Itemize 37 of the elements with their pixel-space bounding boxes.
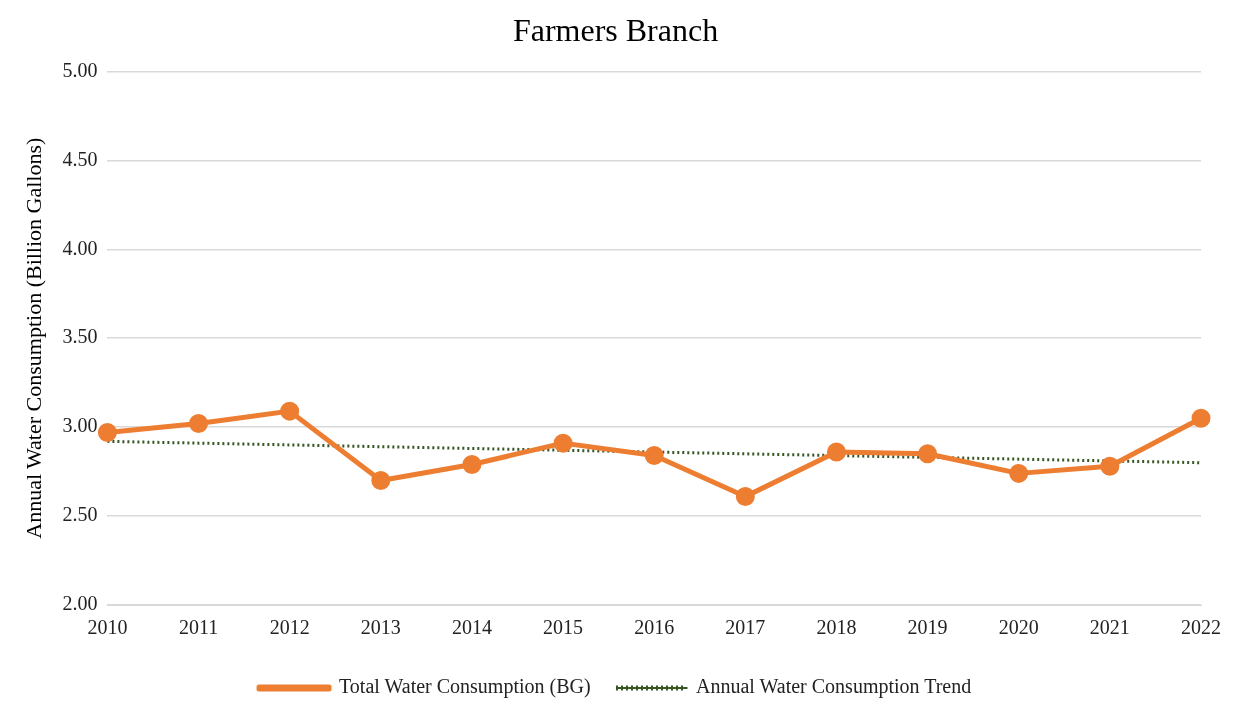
x-tick-label: 2019: [907, 616, 948, 639]
point: [97, 422, 117, 442]
point: [189, 414, 209, 434]
x-tick-label: 2021: [1089, 616, 1130, 639]
x-tick-label: 2013: [360, 616, 401, 639]
x-tick-label: 2020: [998, 616, 1039, 639]
point: [644, 446, 664, 466]
chart-title: Farmers Branch: [512, 11, 719, 48]
x-tick-label: 2016: [634, 616, 675, 639]
point: [553, 433, 573, 453]
y-tick-label: 5.00: [62, 58, 98, 81]
y-tick-label: 2.50: [62, 503, 98, 526]
legend-label: Total Water Consumption (BG): [339, 675, 591, 699]
x-tick-label: 2014: [451, 616, 492, 639]
y-tick-label: 4.50: [62, 147, 98, 170]
y-axis-title: Annual Water Consumption (Billion Gallons): [20, 137, 46, 539]
point: [462, 454, 482, 474]
y-tick-label: 3.00: [62, 414, 98, 437]
point: [371, 470, 391, 490]
point: [1191, 408, 1211, 428]
point: [735, 487, 755, 506]
x-tick-label: 2015: [543, 616, 584, 639]
point: [1100, 456, 1120, 476]
x-tick-label: 2022: [1181, 616, 1221, 639]
point: [918, 444, 938, 464]
y-tick-label: 3.50: [62, 325, 98, 348]
y-tick-label: 2.00: [62, 592, 98, 615]
legend-label: Annual Water Consumption Trend: [695, 675, 972, 699]
x-tick-label: 2010: [87, 616, 128, 639]
point: [826, 442, 846, 462]
point: [280, 401, 300, 421]
x-tick-label: 2011: [178, 616, 219, 639]
point: [1009, 463, 1029, 483]
x-tick-label: 2018: [816, 616, 857, 639]
x-tick-label: 2012: [269, 616, 310, 639]
x-tick-label: 2017: [725, 616, 766, 639]
y-tick-label: 4.00: [62, 236, 98, 259]
